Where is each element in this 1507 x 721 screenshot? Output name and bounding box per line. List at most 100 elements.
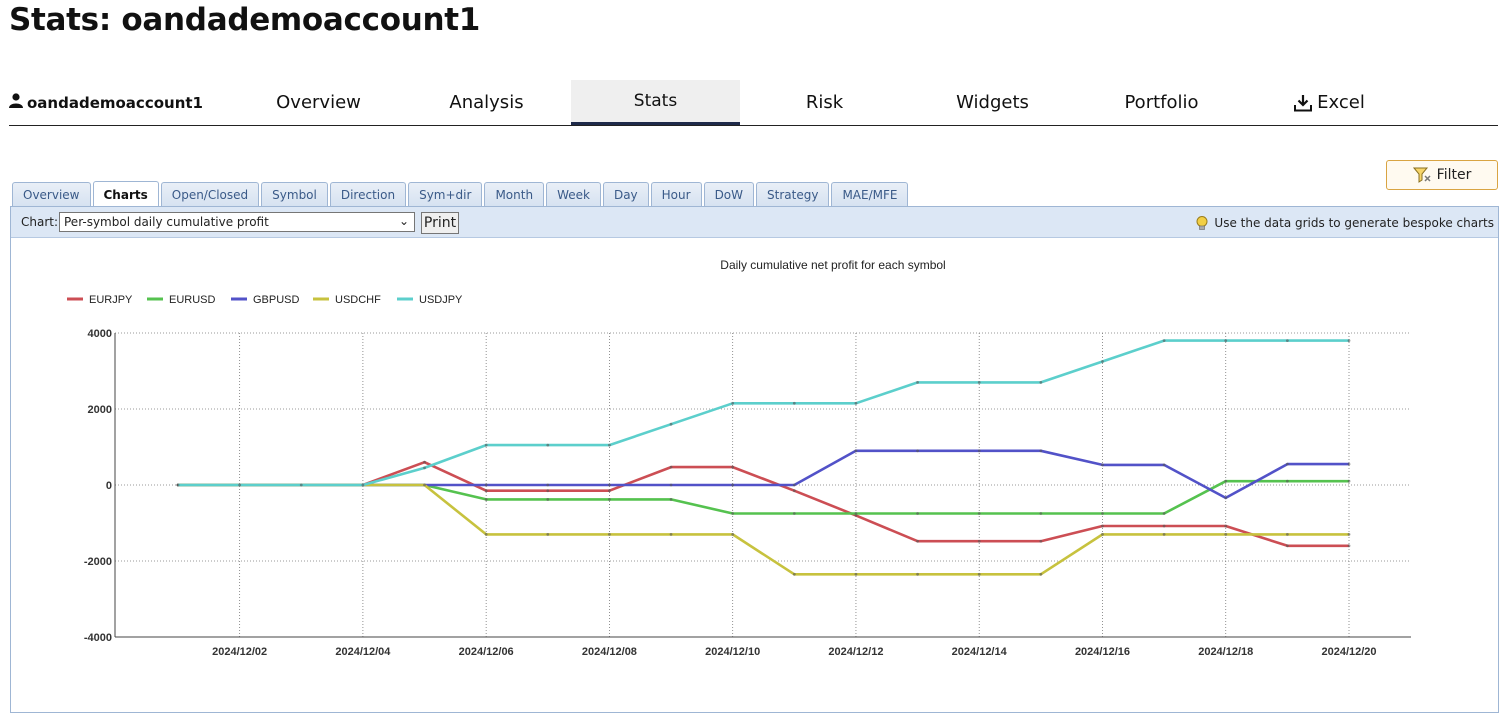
legend-label: EURUSD bbox=[169, 294, 216, 306]
data-point-eurjpy bbox=[1347, 544, 1351, 548]
subtab-hour[interactable]: Hour bbox=[650, 182, 702, 206]
subtab-mae-mfe[interactable]: MAE/MFE bbox=[831, 182, 909, 206]
y-tick-label: 0 bbox=[106, 480, 112, 492]
data-point-gbpusd bbox=[1224, 496, 1228, 500]
nav-tab-widgets[interactable]: Widgets bbox=[956, 92, 1029, 113]
nav-tab-excel[interactable]: Excel bbox=[1245, 80, 1414, 125]
subtab-direction[interactable]: Direction bbox=[329, 182, 407, 206]
data-point-eurjpy bbox=[546, 489, 550, 493]
chart-tip: Use the data grids to generate bespoke c… bbox=[1194, 215, 1494, 231]
chart-toolbar: Chart: Per-symbol daily cumulative profi… bbox=[11, 207, 1498, 238]
chart-type-select[interactable]: Per-symbol daily cumulative profit ⌄ bbox=[59, 212, 415, 232]
series-line-usdjpy bbox=[178, 339, 1349, 487]
data-point-eurjpy bbox=[1224, 524, 1228, 528]
chart-select-value: Per-symbol daily cumulative profit bbox=[64, 215, 269, 229]
nav-tab-stats[interactable]: Stats bbox=[571, 80, 740, 125]
chart-select-label: Chart: bbox=[21, 215, 59, 229]
subtab-strategy[interactable]: Strategy bbox=[756, 182, 830, 206]
filter-label: Filter bbox=[1436, 167, 1472, 183]
x-tick-label: 2024/12/14 bbox=[952, 646, 1008, 658]
x-tick-label: 2024/12/04 bbox=[335, 646, 391, 658]
data-point-eurjpy bbox=[484, 489, 488, 493]
legend-label: EURJPY bbox=[89, 294, 133, 306]
data-point-eurusd bbox=[977, 512, 981, 515]
filter-icon bbox=[1412, 167, 1431, 183]
data-point-eurusd bbox=[1039, 512, 1043, 515]
subtab-open-closed[interactable]: Open/Closed bbox=[160, 182, 260, 206]
data-point-usdjpy bbox=[484, 443, 488, 447]
data-point-usdchf bbox=[792, 572, 796, 576]
x-tick-label: 2024/12/06 bbox=[459, 646, 514, 658]
main-nav: oandademoaccount1 Overview Analysis Stat… bbox=[9, 80, 1498, 126]
stats-subtabs: Overview Charts Open/Closed Symbol Direc… bbox=[12, 181, 909, 207]
x-tick-label: 2024/12/16 bbox=[1075, 646, 1130, 658]
page-title: Stats: oandademoaccount1 bbox=[9, 2, 481, 38]
download-icon bbox=[1294, 94, 1317, 112]
data-point-eurusd bbox=[608, 498, 611, 501]
profit-chart: Daily cumulative net profit for each sym… bbox=[67, 258, 1411, 658]
data-point-usdchf bbox=[916, 572, 919, 576]
nav-tab-analysis[interactable]: Analysis bbox=[449, 92, 524, 113]
data-point-gbpusd bbox=[1285, 462, 1289, 466]
x-tick-label: 2024/12/18 bbox=[1198, 646, 1253, 658]
tip-text: Use the data grids to generate bespoke c… bbox=[1214, 216, 1494, 230]
nav-tab-overview[interactable]: Overview bbox=[276, 92, 361, 113]
data-point-usdchf bbox=[546, 533, 550, 536]
subtab-overview[interactable]: Overview bbox=[12, 182, 91, 206]
data-point-usdchf bbox=[423, 483, 426, 487]
subtab-sym-dir[interactable]: Sym+dir bbox=[408, 182, 483, 206]
nav-tab-portfolio[interactable]: Portfolio bbox=[1124, 92, 1199, 113]
data-point-eurusd bbox=[1101, 512, 1104, 515]
subtab-symbol[interactable]: Symbol bbox=[261, 182, 328, 206]
subtab-week[interactable]: Week bbox=[546, 182, 601, 206]
data-point-eurjpy bbox=[1162, 524, 1166, 528]
data-point-usdchf bbox=[1347, 533, 1351, 536]
series-line-usdchf bbox=[178, 483, 1349, 576]
series-line-gbpusd bbox=[178, 449, 1349, 500]
data-point-usdchf bbox=[608, 533, 611, 536]
data-point-usdchf bbox=[977, 572, 981, 576]
data-point-eurusd bbox=[916, 512, 919, 515]
data-point-eurusd bbox=[1347, 479, 1351, 483]
lightbulb-icon bbox=[1194, 215, 1210, 231]
excel-label: Excel bbox=[1317, 92, 1365, 113]
data-point-usdchf bbox=[1285, 533, 1289, 536]
data-point-usdjpy bbox=[977, 381, 981, 384]
subtab-charts[interactable]: Charts bbox=[92, 181, 159, 207]
data-point-usdjpy bbox=[1285, 339, 1289, 342]
subtab-dow[interactable]: DoW bbox=[703, 182, 755, 206]
data-point-eurusd bbox=[792, 512, 796, 515]
data-point-eurusd bbox=[854, 512, 858, 515]
data-point-gbpusd bbox=[669, 483, 673, 487]
data-point-usdjpy bbox=[546, 443, 550, 447]
data-point-usdjpy bbox=[792, 401, 796, 405]
legend-label: USDJPY bbox=[419, 294, 463, 306]
data-point-usdjpy bbox=[1039, 381, 1043, 384]
data-point-gbpusd bbox=[792, 483, 796, 487]
nav-tab-risk[interactable]: Risk bbox=[805, 92, 844, 113]
x-tick-label: 2024/12/10 bbox=[705, 646, 760, 658]
data-point-eurusd bbox=[1162, 512, 1166, 515]
data-point-eurusd bbox=[1224, 479, 1228, 483]
legend-label: GBPUSD bbox=[253, 294, 300, 306]
data-point-usdjpy bbox=[361, 483, 365, 487]
data-point-usdjpy bbox=[299, 483, 303, 487]
data-point-eurjpy bbox=[977, 539, 981, 543]
data-point-usdjpy bbox=[1347, 339, 1351, 342]
data-point-usdjpy bbox=[608, 443, 611, 447]
data-point-gbpusd bbox=[484, 483, 488, 487]
data-point-usdchf bbox=[1101, 533, 1104, 536]
print-button[interactable]: Print bbox=[421, 212, 459, 234]
data-point-gbpusd bbox=[546, 483, 550, 487]
filter-button[interactable]: Filter bbox=[1386, 160, 1498, 190]
data-point-usdjpy bbox=[1224, 339, 1228, 342]
data-point-usdchf bbox=[1039, 572, 1043, 576]
x-tick-label: 2024/12/08 bbox=[582, 646, 637, 658]
data-point-gbpusd bbox=[608, 483, 611, 487]
y-tick-label: -2000 bbox=[84, 556, 112, 568]
data-point-gbpusd bbox=[1162, 463, 1166, 467]
subtab-day[interactable]: Day bbox=[602, 182, 649, 206]
data-point-eurjpy bbox=[1285, 544, 1289, 548]
y-tick-label: 4000 bbox=[88, 328, 112, 340]
subtab-month[interactable]: Month bbox=[484, 182, 545, 206]
